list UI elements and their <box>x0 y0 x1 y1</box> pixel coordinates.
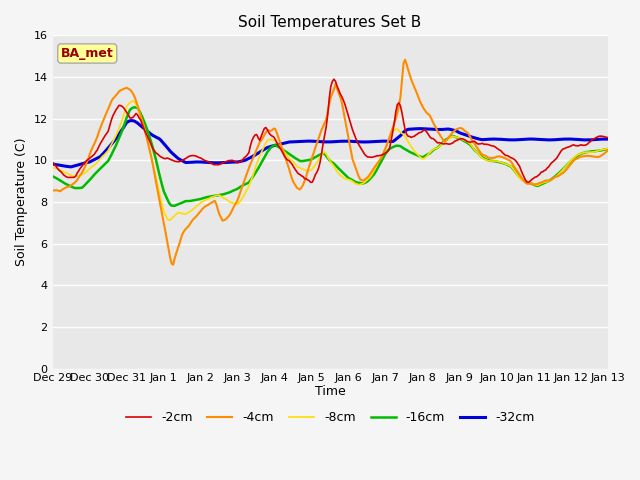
Y-axis label: Soil Temperature (C): Soil Temperature (C) <box>15 138 28 266</box>
Title: Soil Temperatures Set B: Soil Temperatures Set B <box>239 15 422 30</box>
Text: BA_met: BA_met <box>61 47 114 60</box>
Legend: -2cm, -4cm, -8cm, -16cm, -32cm: -2cm, -4cm, -8cm, -16cm, -32cm <box>121 406 540 429</box>
X-axis label: Time: Time <box>315 385 346 398</box>
